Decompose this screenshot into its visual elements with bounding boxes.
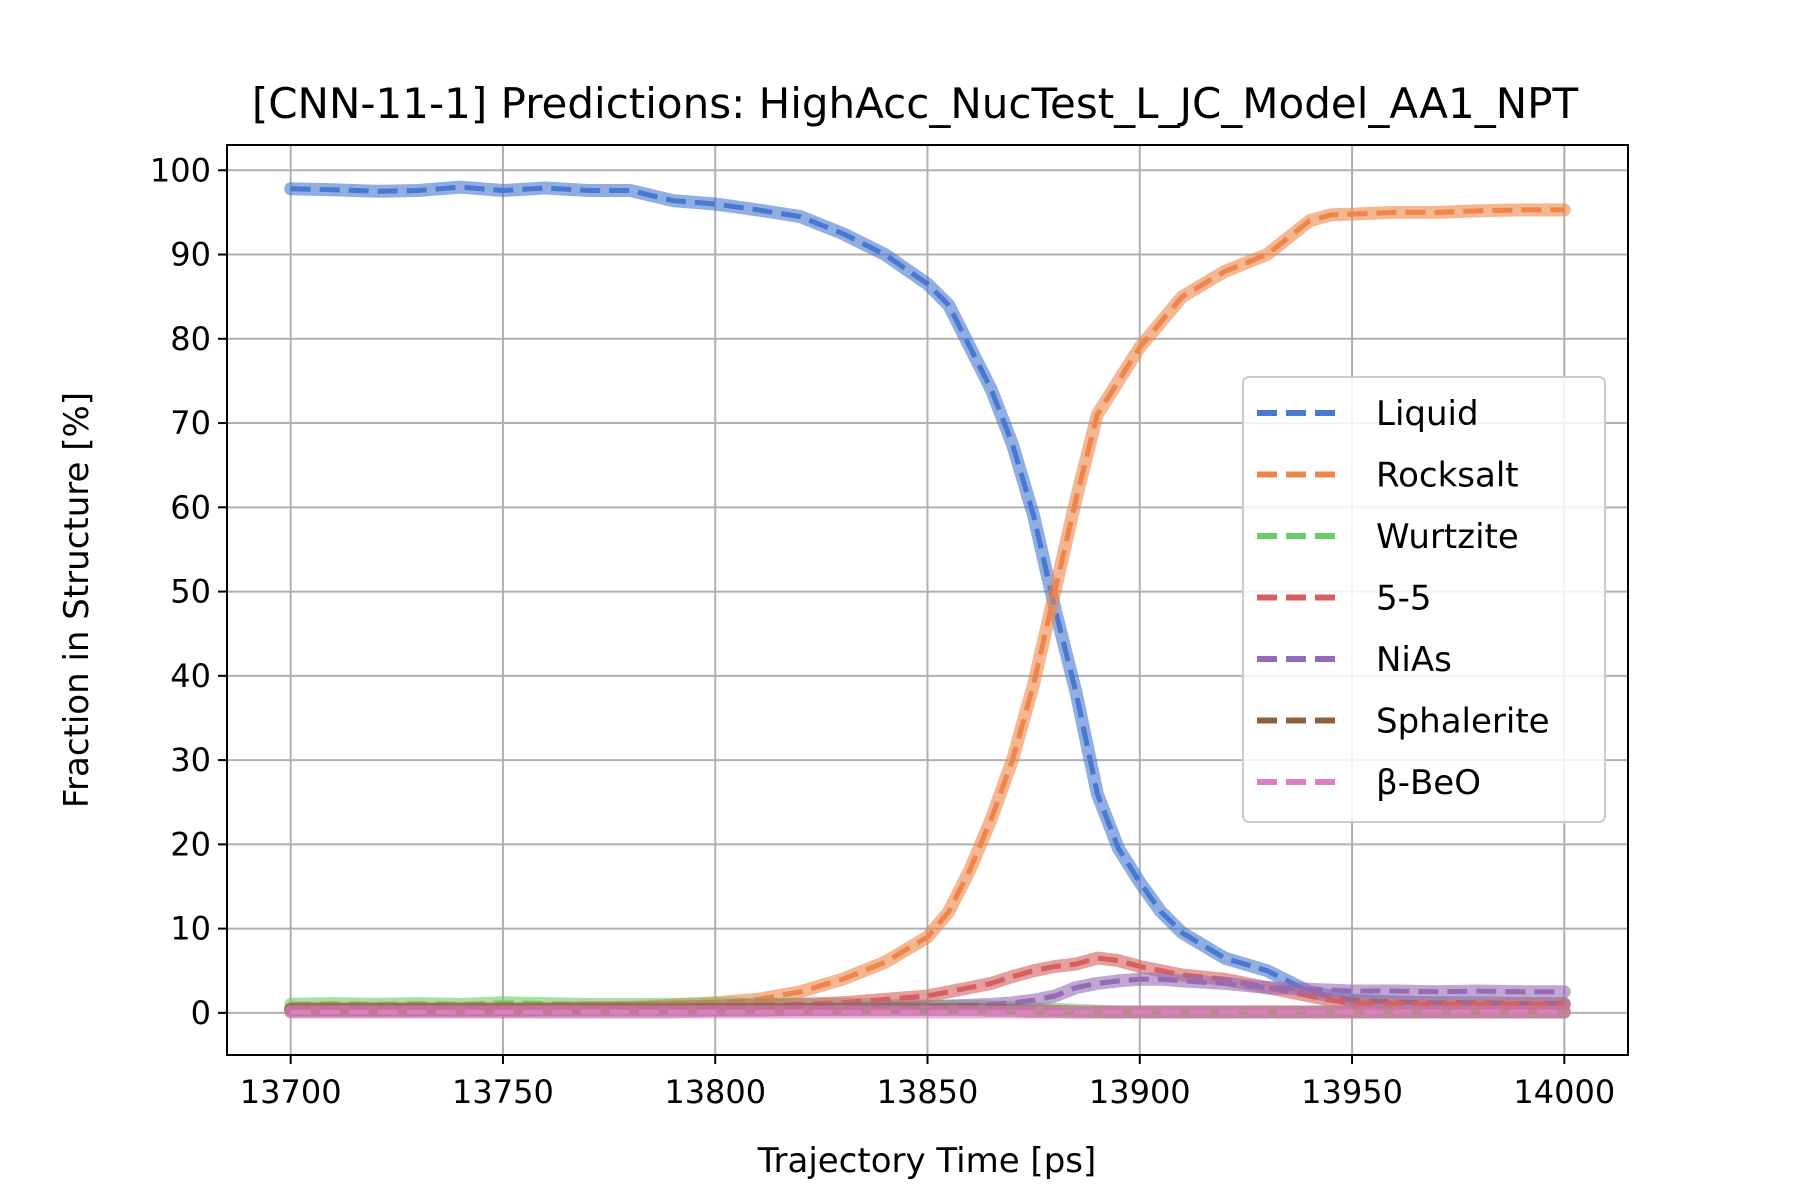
legend-label-sphalerite: Sphalerite <box>1376 702 1550 742</box>
x-tick-label: 14000 <box>1513 1073 1615 1111</box>
legend-label-beo: β-BeO <box>1376 763 1481 803</box>
legend-box <box>1242 376 1606 823</box>
y-tick-label: 90 <box>170 236 211 274</box>
legend-label-rocksalt: Rocksalt <box>1376 456 1519 496</box>
y-tick-label: 70 <box>170 404 211 442</box>
x-tick-label: 13700 <box>240 1073 342 1111</box>
x-tick-label: 13900 <box>1089 1073 1191 1111</box>
y-tick-label: 40 <box>170 657 211 695</box>
y-tick-label: 50 <box>170 573 211 611</box>
ticks: 13700 13750 13800 13850 13900 13950 14000 0 10 20… <box>150 151 1615 1111</box>
y-tick-label: 60 <box>170 488 211 526</box>
y-tick-label: 100 <box>150 151 211 189</box>
x-tick-label: 13950 <box>1301 1073 1403 1111</box>
y-tick-label: 0 <box>191 994 211 1032</box>
x-tick-label: 13850 <box>877 1073 979 1111</box>
y-tick-label: 20 <box>170 825 211 863</box>
x-axis-label: Trajectory Time [ps] <box>757 1141 1097 1181</box>
legend: Liquid Rocksalt Wurtzite 5-5 NiAs Sphalerite β… <box>1242 376 1606 823</box>
chart-title: [CNN-11-1] Predictions: HighAcc_NucTest_… <box>252 79 1579 128</box>
legend-label-wurtzite: Wurtzite <box>1376 517 1519 557</box>
legend-label-nias: NiAs <box>1376 640 1452 680</box>
y-tick-label: 30 <box>170 741 211 779</box>
x-tick-label: 13750 <box>452 1073 554 1111</box>
y-axis-label: Fraction in Structure [%] <box>57 392 97 808</box>
x-tick-label: 13800 <box>664 1073 766 1111</box>
legend-label-5-5: 5-5 <box>1376 579 1432 619</box>
legend-label-liquid: Liquid <box>1376 394 1479 434</box>
y-tick-label: 80 <box>170 320 211 358</box>
y-tick-label: 10 <box>170 910 211 948</box>
series-group <box>284 180 1571 1019</box>
